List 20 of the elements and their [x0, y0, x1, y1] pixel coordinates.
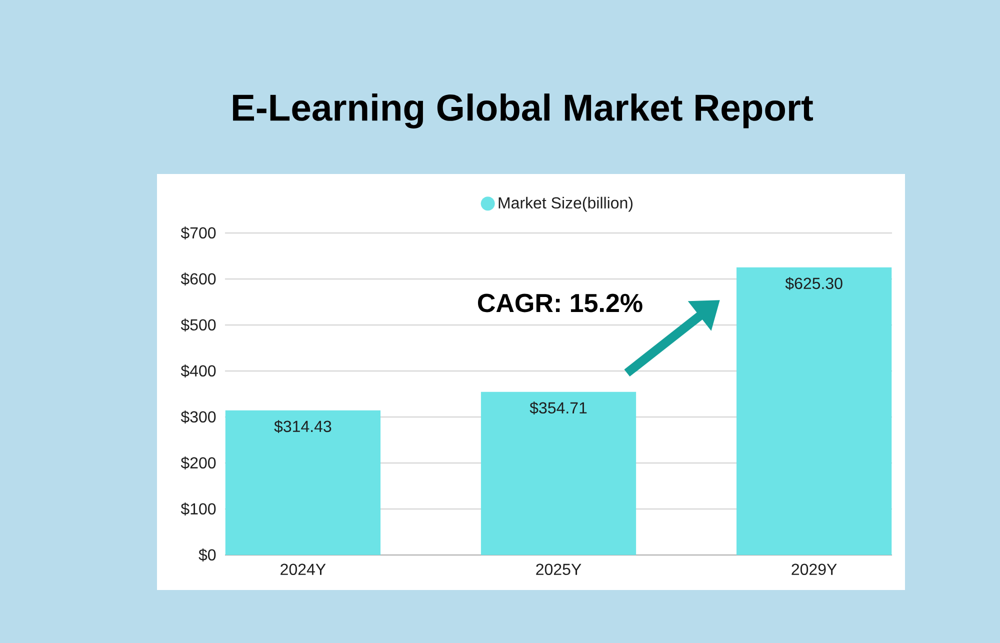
bar: [736, 267, 892, 555]
y-tick-label: $700: [180, 226, 216, 240]
y-tick-label: $200: [180, 456, 216, 470]
y-tick-label: $600: [180, 272, 216, 286]
data-label: $314.43: [274, 420, 332, 434]
y-tick-label: $500: [180, 318, 216, 332]
legend-label: Market Size(billion): [498, 196, 632, 212]
chart-title: E-Learning Global Market Report: [233, 94, 813, 128]
data-label: $354.71: [530, 402, 587, 414]
y-tick-label: $300: [180, 410, 216, 424]
data-label: $625.30: [785, 277, 842, 290]
x-tick-label: 2024Y: [280, 564, 326, 576]
y-tick-label: $0: [198, 548, 216, 562]
x-tick-label: 2029Y: [792, 564, 837, 576]
y-tick-label: $100: [180, 502, 216, 516]
bar: [480, 392, 636, 555]
bar: [225, 410, 381, 555]
y-tick-label: $400: [180, 364, 216, 378]
annotation: CAGR: 15.2%: [478, 294, 642, 312]
x-tick-label: 2025Y: [536, 564, 582, 576]
